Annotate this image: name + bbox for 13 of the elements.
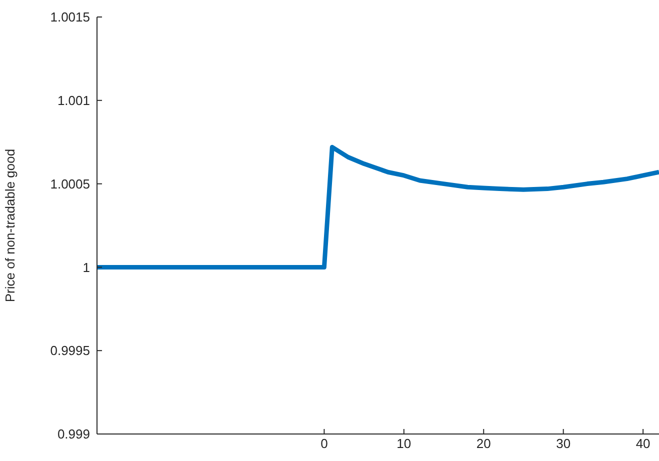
x-tick-label: 40 [636,436,650,452]
y-tick-label: 0.9995 [50,343,90,358]
x-tick-label: 30 [556,436,571,452]
x-tick-label: 20 [476,436,491,452]
y-tick-label: 1.0015 [50,10,90,25]
y-tick-label: 1 [82,260,90,275]
x-tick-label: 10 [396,436,412,452]
y-axis-title: Price of non-tradable good [2,148,18,302]
line-series [97,144,659,270]
y-tick-label: 1.0005 [50,176,90,192]
y-tick-label: 0.999 [57,426,90,442]
x-tick-label: 0 [320,436,328,452]
y-tick-label: 1.001 [57,93,90,108]
